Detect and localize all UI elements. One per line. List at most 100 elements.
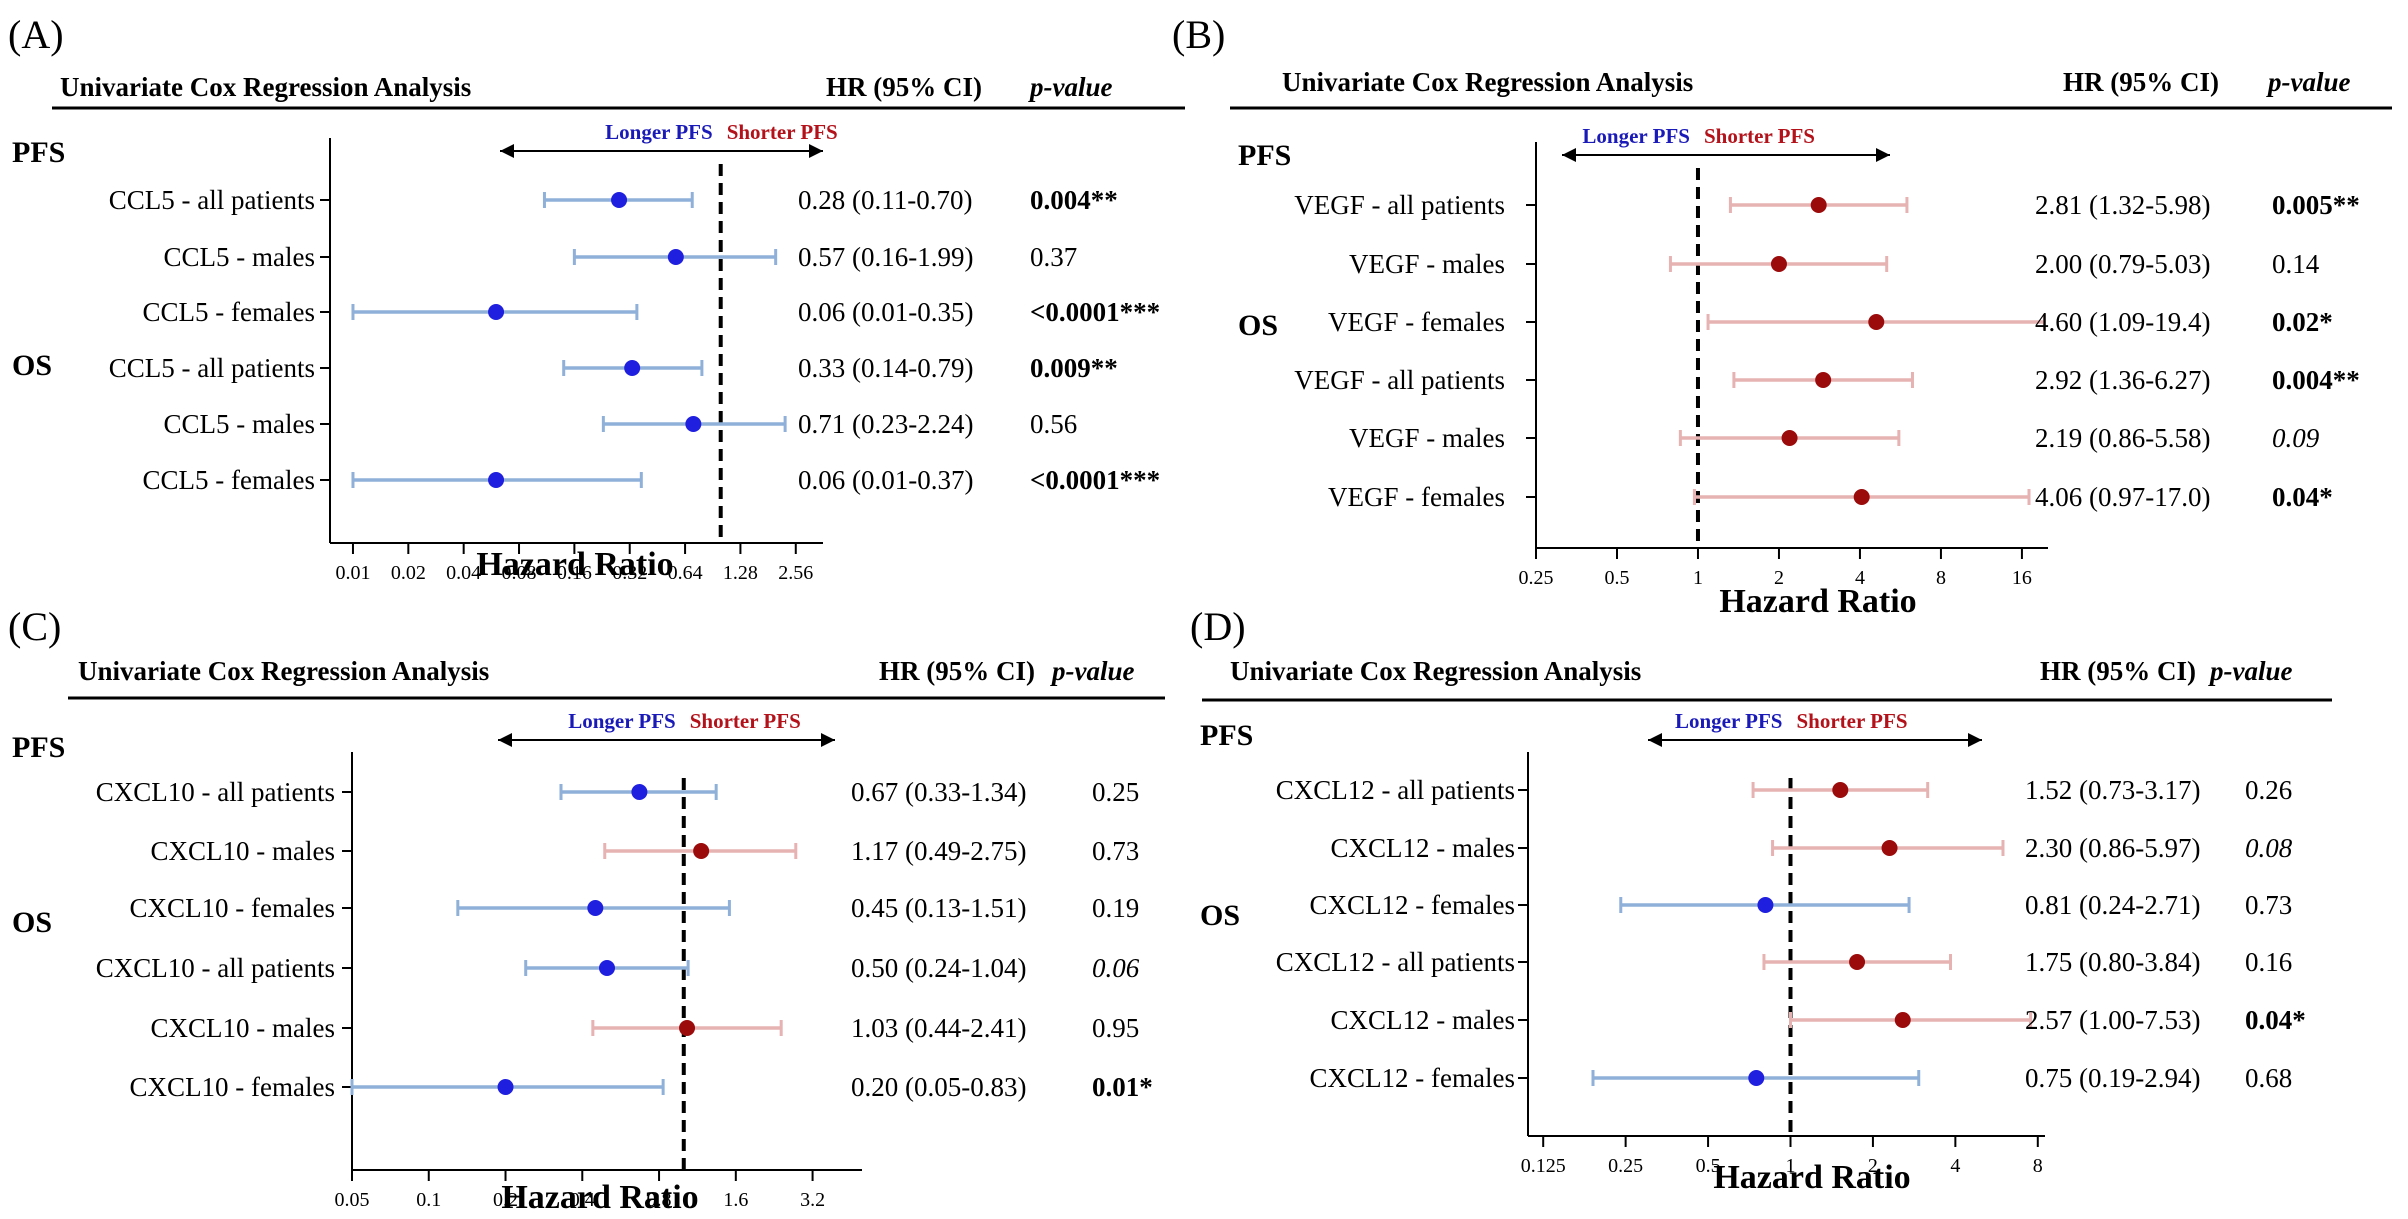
p-value-column-header: p-value xyxy=(2266,67,2350,97)
longer-pfs-label: Longer PFS xyxy=(605,120,713,144)
x-tick-label: 4 xyxy=(1855,567,1865,589)
row-label: CXCL10 - females xyxy=(130,893,335,923)
forest-panel-a: (A) Univariate Cox Regression Analysis HR … xyxy=(8,12,1185,584)
x-tick-label: 1.6 xyxy=(723,1189,748,1211)
x-tick-label: 2 xyxy=(1868,1155,1878,1177)
hr-point xyxy=(1832,782,1849,798)
row-label: CXCL12 - females xyxy=(1310,890,1515,920)
row-label: CCL5 - all patients xyxy=(109,353,315,383)
left-arrowhead xyxy=(1562,148,1576,162)
p-value: 0.09 xyxy=(2272,423,2320,453)
hr-ci-value: 0.71 (0.23-2.24) xyxy=(798,409,973,439)
left-arrowhead xyxy=(498,733,512,747)
row-label: CXCL10 - all patients xyxy=(96,777,335,807)
x-tick-label: 0.25 xyxy=(1519,567,1554,589)
section-label-os: OS xyxy=(1238,309,1278,342)
p-value: <0.0001*** xyxy=(1030,297,1160,327)
hr-ci-value: 2.57 (1.00-7.53) xyxy=(2025,1005,2200,1035)
row-label: CXCL10 - males xyxy=(151,836,335,866)
panel-title: Univariate Cox Regression Analysis xyxy=(1282,67,1693,97)
p-value: 0.73 xyxy=(1092,836,1139,866)
x-tick-label: 1 xyxy=(1785,1155,1795,1177)
panel-label: (C) xyxy=(8,604,61,649)
x-tick-label: 0.125 xyxy=(1521,1155,1566,1177)
hr-point xyxy=(1770,256,1787,272)
row-label: CCL5 - males xyxy=(164,409,315,439)
x-tick-label: 1.28 xyxy=(723,562,758,584)
longer-pfs-label: Longer PFS xyxy=(1582,124,1690,148)
hr-point xyxy=(1853,489,1870,505)
row-label: VEGF - females xyxy=(1328,307,1505,337)
hr-ci-value: 2.19 (0.86-5.58) xyxy=(2035,423,2210,453)
hr-point xyxy=(1748,1070,1765,1086)
hr-point xyxy=(667,249,684,265)
row-label: VEGF - all patients xyxy=(1294,190,1505,220)
x-tick-label: 0.08 xyxy=(502,562,537,584)
p-value: 0.004** xyxy=(2272,365,2360,395)
row-label: CXCL12 - all patients xyxy=(1276,775,1515,805)
p-value: 0.009** xyxy=(1030,353,1118,383)
x-axis-label: Hazard Ratio xyxy=(1713,1159,1910,1196)
hr-ci-value: 2.81 (1.32-5.98) xyxy=(2035,190,2210,220)
left-arrowhead xyxy=(1648,733,1662,747)
hr-column-header: HR (95% CI) xyxy=(826,72,982,102)
hr-ci-value: 0.06 (0.01-0.35) xyxy=(798,297,973,327)
longer-pfs-label: Longer PFS xyxy=(1675,709,1783,733)
p-value: 0.04* xyxy=(2272,482,2333,512)
hr-ci-value: 0.20 (0.05-0.83) xyxy=(851,1072,1026,1102)
x-axis-label: Hazard Ratio xyxy=(1719,583,1916,620)
shorter-pfs-label: Shorter PFS xyxy=(1704,124,1815,148)
right-arrowhead xyxy=(809,144,823,158)
right-arrowhead xyxy=(1876,148,1890,162)
x-tick-label: 0.8 xyxy=(647,1189,672,1211)
forest-panel-b: (B) Univariate Cox Regression Analysis HR … xyxy=(1172,12,2392,620)
hr-point xyxy=(624,360,641,376)
row-label: CCL5 - females xyxy=(143,297,315,327)
hr-column-header: HR (95% CI) xyxy=(2063,67,2219,97)
x-tick-label: 0.1 xyxy=(416,1189,441,1211)
row-label: CXCL10 - all patients xyxy=(96,953,335,983)
section-label-os: OS xyxy=(12,906,52,939)
section-label-pfs: PFS xyxy=(1200,719,1253,752)
hr-point xyxy=(1815,372,1832,388)
x-axis-label: Hazard Ratio xyxy=(501,1179,698,1216)
p-value: 0.08 xyxy=(2245,833,2293,863)
row-label: VEGF - males xyxy=(1349,423,1505,453)
right-arrowhead xyxy=(821,733,835,747)
hr-point xyxy=(685,416,702,432)
left-arrowhead xyxy=(500,144,514,158)
hr-column-header: HR (95% CI) xyxy=(2040,656,2196,686)
hr-ci-value: 0.33 (0.14-0.79) xyxy=(798,353,973,383)
x-tick-label: 1 xyxy=(1693,567,1703,589)
x-axis-label: Hazard Ratio xyxy=(476,546,673,583)
x-tick-label: 0.32 xyxy=(612,562,647,584)
hr-point xyxy=(587,900,604,916)
hr-point xyxy=(1757,897,1774,913)
hr-point xyxy=(693,843,710,859)
panel-label: (D) xyxy=(1190,604,1246,649)
x-tick-label: 0.25 xyxy=(1608,1155,1643,1177)
row-label: VEGF - all patients xyxy=(1294,365,1505,395)
x-tick-label: 0.64 xyxy=(668,562,703,584)
p-value: 0.37 xyxy=(1030,242,1077,272)
row-label: CCL5 - males xyxy=(164,242,315,272)
hr-point xyxy=(1881,840,1898,856)
x-tick-label: 0.5 xyxy=(1696,1155,1721,1177)
right-arrowhead xyxy=(1968,733,1982,747)
hr-point xyxy=(488,472,505,488)
shorter-pfs-label: Shorter PFS xyxy=(727,120,838,144)
hr-point xyxy=(1868,314,1885,330)
row-label: CCL5 - females xyxy=(143,465,315,495)
p-value: 0.25 xyxy=(1092,777,1139,807)
p-value: <0.0001*** xyxy=(1030,465,1160,495)
longer-pfs-label: Longer PFS xyxy=(568,709,676,733)
p-value: 0.004** xyxy=(1030,185,1118,215)
x-tick-label: 0.4 xyxy=(570,1189,595,1211)
hr-ci-value: 4.60 (1.09-19.4) xyxy=(2035,307,2210,337)
hr-ci-value: 1.75 (0.80-3.84) xyxy=(2025,947,2200,977)
p-value: 0.26 xyxy=(2245,775,2292,805)
hr-point xyxy=(1810,197,1827,213)
x-tick-label: 16 xyxy=(2012,567,2032,589)
hr-ci-value: 0.75 (0.19-2.94) xyxy=(2025,1063,2200,1093)
p-value: 0.01* xyxy=(1092,1072,1153,1102)
